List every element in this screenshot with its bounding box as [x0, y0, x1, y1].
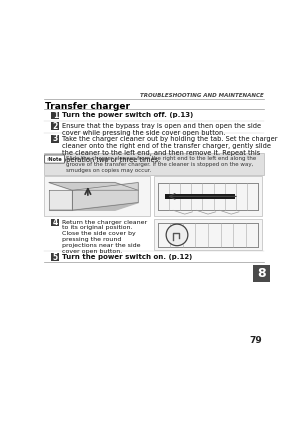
Polygon shape: [49, 190, 72, 210]
Bar: [253, 265, 270, 282]
Text: Take the charger cleaner out by holding the tab. Set the charger
cleaner onto th: Take the charger cleaner out by holding …: [61, 136, 277, 162]
Text: 2: 2: [53, 122, 58, 131]
Text: Turn the power switch on. (p.12): Turn the power switch on. (p.12): [61, 254, 192, 260]
Bar: [154, 219, 262, 250]
Text: Turn the power switch off. (p.13): Turn the power switch off. (p.13): [61, 112, 193, 118]
Polygon shape: [72, 183, 138, 210]
Text: Ensure that the bypass tray is open and then open the side
cover while pressing : Ensure that the bypass tray is open and …: [61, 123, 261, 136]
Text: 3: 3: [53, 134, 58, 143]
FancyBboxPatch shape: [45, 155, 64, 163]
Bar: [52, 254, 59, 261]
Text: Transfer charger: Transfer charger: [45, 103, 130, 112]
Bar: [52, 219, 59, 226]
Bar: [52, 112, 59, 120]
Text: Slide the charger cleaner from the right end to the left end along the
groove of: Slide the charger cleaner from the right…: [66, 156, 256, 173]
Text: ♯Note: ♯Note: [47, 156, 62, 162]
Text: TROUBLESHOOTING AND MAINTENANCE: TROUBLESHOOTING AND MAINTENANCE: [140, 93, 264, 98]
Bar: [44, 153, 264, 175]
Text: Return the charger cleaner
to its original position.
Close the side cover by
pre: Return the charger cleaner to its origin…: [61, 220, 147, 254]
Bar: [52, 135, 59, 142]
Text: 1: 1: [53, 111, 58, 120]
Text: 8: 8: [257, 267, 266, 280]
Circle shape: [166, 224, 188, 245]
Text: 5: 5: [53, 253, 58, 262]
Bar: [165, 194, 235, 199]
Bar: [154, 176, 262, 216]
Text: 4: 4: [53, 218, 58, 227]
Bar: [44, 176, 150, 216]
Polygon shape: [49, 183, 138, 190]
Bar: [52, 123, 59, 130]
Polygon shape: [49, 203, 138, 210]
Text: 79: 79: [250, 336, 262, 345]
